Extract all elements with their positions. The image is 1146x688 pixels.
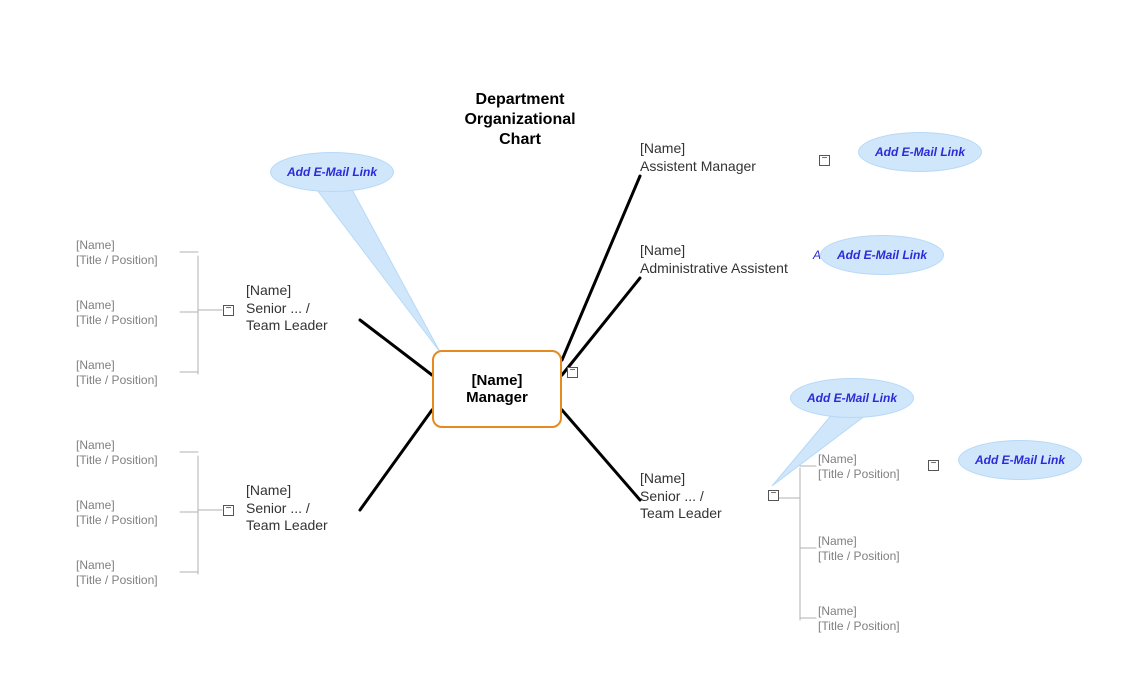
collapse-toggle[interactable] <box>819 155 830 166</box>
email-link-callout[interactable]: Add E-Mail Link <box>858 132 982 172</box>
chart-title: DepartmentOrganizationalChart <box>430 90 610 150</box>
leaf-node[interactable]: [Name][Title / Position] <box>76 498 158 528</box>
leaf-node[interactable]: [Name][Title / Position] <box>76 358 158 388</box>
branch-node-assist-mgr[interactable]: [Name]Assistent Manager <box>640 140 756 175</box>
collapse-toggle[interactable] <box>223 305 234 316</box>
email-link-callout[interactable]: Add E-Mail Link <box>820 235 944 275</box>
collapse-toggle[interactable] <box>223 505 234 516</box>
collapse-toggle[interactable] <box>928 460 939 471</box>
branch-node-admin-asst[interactable]: [Name]Administrative Assistent <box>640 242 788 277</box>
root-role-label: Manager <box>466 389 528 406</box>
collapse-toggle[interactable] <box>768 490 779 501</box>
leaf-node[interactable]: [Name][Title / Position] <box>818 604 900 634</box>
branch-node-senior-l2[interactable]: [Name]Senior ... /Team Leader <box>246 482 328 535</box>
root-node-manager[interactable]: [Name] Manager <box>432 350 562 428</box>
email-link-callout[interactable]: Add E-Mail Link <box>958 440 1082 480</box>
leaf-node[interactable]: [Name][Title / Position] <box>76 298 158 328</box>
leaf-node[interactable]: [Name][Title / Position] <box>818 452 900 482</box>
leaf-node[interactable]: [Name][Title / Position] <box>76 438 158 468</box>
branch-node-senior-l1[interactable]: [Name]Senior ... /Team Leader <box>246 282 328 335</box>
leaf-node[interactable]: [Name][Title / Position] <box>76 558 158 588</box>
email-link-callout[interactable]: Add E-Mail Link <box>790 378 914 418</box>
leaf-node[interactable]: [Name][Title / Position] <box>818 534 900 564</box>
root-name-label: [Name] <box>472 372 523 389</box>
branch-node-senior-r[interactable]: [Name]Senior ... /Team Leader <box>640 470 722 523</box>
org-chart-canvas: { "type": "mindmap-org-chart", "canvas":… <box>0 0 1146 688</box>
root-collapse-toggle[interactable] <box>567 367 578 378</box>
email-link-callout[interactable]: Add E-Mail Link <box>270 152 394 192</box>
leaf-node[interactable]: [Name][Title / Position] <box>76 238 158 268</box>
